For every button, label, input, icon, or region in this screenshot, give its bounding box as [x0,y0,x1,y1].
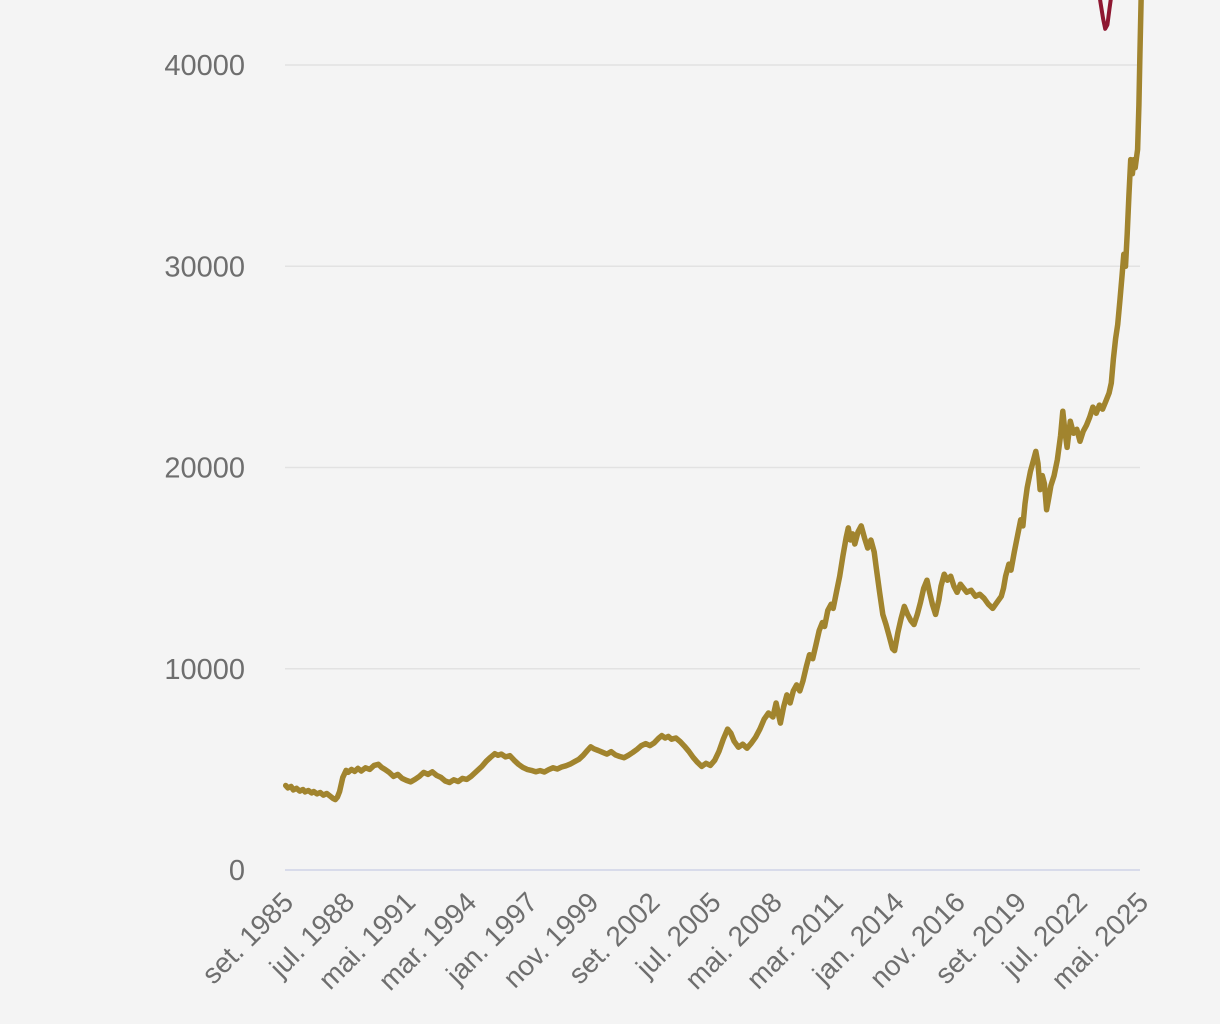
y-tick-label: 0 [229,855,245,887]
secondary-series-line [1098,0,1113,31]
y-tick-label: 10000 [164,654,245,686]
y-tick-label: 40000 [164,50,245,82]
y-tick-label: 20000 [164,453,245,485]
main-series-line [282,0,1144,803]
y-tick-label: 30000 [164,251,245,283]
